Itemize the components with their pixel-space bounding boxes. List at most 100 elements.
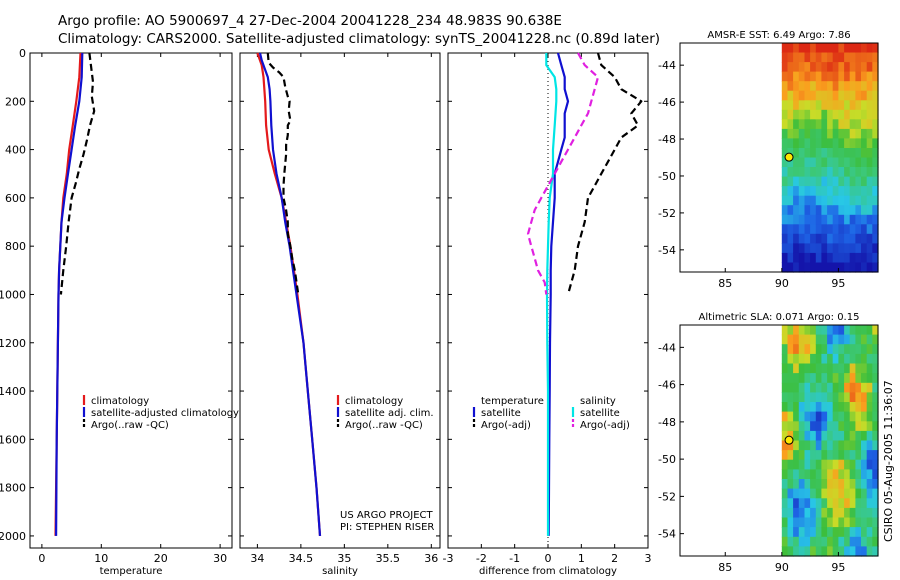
sla_map-heatmap-cell	[855, 546, 862, 557]
sla_map-heatmap-cell	[855, 421, 862, 432]
sla_map-heatmap-cell	[838, 536, 845, 547]
sla_map-heatmap-cell	[810, 488, 817, 499]
sst_map-heatmap-cell	[821, 262, 828, 273]
sst_map-heatmap-cell	[832, 176, 839, 187]
sla_map-heatmap-cell	[866, 382, 873, 393]
difference-xtick-label: 1	[578, 552, 585, 565]
sla_map-heatmap-cell	[827, 498, 834, 509]
sst_map-heatmap-cell	[815, 176, 823, 187]
sst_map-heatmap-cell	[827, 128, 834, 139]
sst_map-heatmap-cell	[804, 186, 811, 197]
sst_map-heatmap-cell	[815, 214, 823, 225]
sla_map-heatmap-cell	[815, 373, 823, 384]
panel-temperature: 0 10 20 30 0 200 400 600 800 1000 1200 1400 1600 1800…	[0, 47, 239, 577]
annotation-project: US ARGO PROJECT	[340, 510, 434, 521]
sst_map-heatmap-cell	[844, 157, 851, 168]
sla_map-heatmap-cell	[781, 546, 789, 557]
sst_map-xtick-label: 90	[775, 277, 789, 290]
sst_map-heatmap-cell	[849, 148, 856, 159]
sst_map-heatmap-cell	[844, 100, 851, 111]
temperature-ytick-label: 1400	[0, 385, 26, 398]
sst_map-heatmap-cell	[804, 43, 811, 54]
sst_map-heatmap-cell	[787, 243, 794, 254]
sst_map-heatmap-cell	[861, 119, 868, 130]
sla_map-heatmap-cell	[810, 363, 817, 374]
sla_map-heatmap-cell	[781, 411, 789, 422]
sla_map-heatmap-cell	[810, 546, 817, 557]
sla_map-heatmap-cell	[844, 479, 851, 490]
sla_map-heatmap-cell	[804, 430, 811, 442]
sst_map-heatmap-cell	[787, 167, 794, 178]
sst_map-heatmap-cell	[861, 157, 868, 168]
sst_map-heatmap-cell	[804, 233, 811, 244]
sst_map-heatmap-cell	[866, 233, 873, 244]
sla_map-heatmap-cell	[844, 411, 851, 422]
sst_map-heatmap-cell	[861, 214, 868, 225]
sla_map-heatmap-cell	[827, 430, 834, 442]
temperature-ytick-label: 1600	[0, 433, 26, 446]
sla_map-heatmap-cell	[861, 450, 868, 461]
sla_map-heatmap-cell	[872, 527, 879, 538]
sla_map-heatmap-cell	[815, 334, 823, 345]
sla_map-heatmap-cell	[781, 450, 789, 461]
sla_map-heatmap-cell	[781, 373, 789, 384]
temperature-legend-label: Argo(..raw -QC)	[91, 420, 169, 431]
sla_map-heatmap-cell	[849, 430, 856, 442]
sla_map-heatmap-cell	[872, 469, 879, 480]
sla_map-ytick-label: -46	[658, 379, 676, 392]
difference-series-salinity-satellite	[545, 53, 558, 536]
sla_map-heatmap-cell	[832, 498, 839, 509]
sst_map-heatmap-cell	[827, 138, 834, 149]
sla_map-heatmap-cell	[827, 517, 834, 528]
sst_map-heatmap-cell	[821, 167, 828, 178]
sla_map-heatmap-cell	[815, 527, 823, 538]
sla_map-heatmap-cell	[849, 536, 856, 547]
sla_map-heatmap-cell	[827, 373, 834, 384]
sla_map-heatmap-cell	[787, 421, 794, 432]
sst_map-heatmap-cell	[804, 52, 811, 63]
sla_map-heatmap-cell	[787, 363, 794, 374]
sst_map-heatmap-cell	[849, 62, 856, 73]
sla_map-heatmap-cell	[781, 527, 789, 538]
sla_map-heatmap-cell	[827, 546, 834, 557]
sla_map-heatmap-cell	[838, 382, 845, 393]
sla_map-heatmap-cell	[866, 507, 873, 519]
sst_map-heatmap-cell	[872, 176, 879, 187]
sla_map-heatmap-cell	[844, 440, 851, 451]
salinity-series-satellite-adj-clim-	[258, 52, 322, 536]
sst_map-heatmap-cell	[832, 90, 839, 101]
sla_map-heatmap-cell	[849, 469, 856, 480]
sst_map-heatmap-cell	[781, 148, 789, 159]
sla_map-heatmap-cell	[798, 334, 806, 345]
sla_map-heatmap-cell	[855, 469, 862, 480]
difference-sal-argo-legend-label: Argo(-adj)	[580, 420, 630, 431]
salinity-series-argo-raw-qc-	[266, 52, 300, 295]
sla_map-heatmap-cell	[798, 382, 806, 393]
sst_map-heatmap-cell	[861, 176, 868, 187]
sla_map-xtick-label: 95	[831, 561, 845, 574]
sst_map-heatmap-cell	[872, 252, 879, 263]
sst_map-heatmap-cell	[838, 62, 845, 73]
sst_map-heatmap-cell	[793, 128, 800, 139]
sla_map-heatmap-cell	[827, 411, 834, 422]
sla_map-heatmap-cell	[861, 469, 868, 480]
sst_map-heatmap-cell	[866, 262, 873, 273]
sla_map-heatmap-cell	[849, 421, 856, 432]
sla_map-heatmap-cell	[872, 382, 879, 393]
difference-xtick-label: 0	[545, 552, 552, 565]
sst_map-heatmap-cell	[810, 100, 817, 111]
sla_map-heatmap-cell	[787, 498, 794, 509]
sla_map-title: Altimetric SLA: 0.071 Argo: 0.15	[699, 312, 860, 323]
sla_map-heatmap-cell	[815, 507, 823, 519]
figure-title-line-2: Climatology: CARS2000. Satellite-adjuste…	[58, 31, 661, 47]
temperature-ytick-label: 400	[5, 144, 26, 157]
sla_map-heatmap-cell	[855, 527, 862, 538]
sst_map-heatmap-cell	[798, 138, 806, 149]
sla_map-heatmap-cell	[832, 450, 839, 461]
sla_map-heatmap-cell	[821, 507, 828, 519]
sst_map-heatmap-cell	[861, 243, 868, 254]
sst_map-heatmap-cell	[810, 214, 817, 225]
sst_map-heatmap-cell	[787, 100, 794, 111]
sst_map-heatmap-cell	[815, 243, 823, 254]
sst_map-heatmap-cell	[855, 90, 862, 101]
